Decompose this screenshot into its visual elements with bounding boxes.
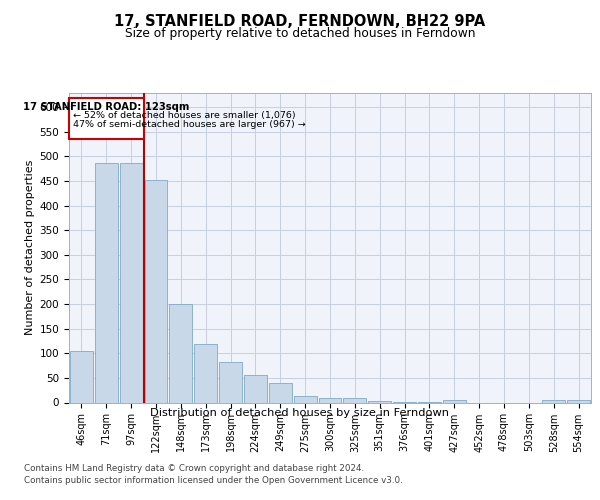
Text: 17 STANFIELD ROAD: 123sqm: 17 STANFIELD ROAD: 123sqm	[23, 102, 190, 113]
Bar	[319, 398, 341, 402]
Bar	[343, 398, 366, 402]
Y-axis label: Number of detached properties: Number of detached properties	[25, 160, 35, 335]
Text: Contains public sector information licensed under the Open Government Licence v3: Contains public sector information licen…	[24, 476, 403, 485]
Bar	[567, 400, 590, 402]
Bar	[169, 304, 192, 402]
Text: Distribution of detached houses by size in Ferndown: Distribution of detached houses by size …	[151, 408, 449, 418]
Bar	[70, 351, 93, 403]
Text: Size of property relative to detached houses in Ferndown: Size of property relative to detached ho…	[125, 27, 475, 40]
Text: Contains HM Land Registry data © Crown copyright and database right 2024.: Contains HM Land Registry data © Crown c…	[24, 464, 364, 473]
Bar	[244, 376, 267, 402]
Bar	[443, 400, 466, 402]
Text: 17, STANFIELD ROAD, FERNDOWN, BH22 9PA: 17, STANFIELD ROAD, FERNDOWN, BH22 9PA	[115, 14, 485, 29]
Bar	[542, 400, 565, 402]
Bar	[69, 98, 143, 139]
Bar	[95, 163, 118, 402]
Bar	[219, 362, 242, 403]
Text: 47% of semi-detached houses are larger (967) →: 47% of semi-detached houses are larger (…	[73, 120, 305, 128]
Bar	[294, 396, 317, 402]
Bar	[368, 401, 391, 402]
Text: ← 52% of detached houses are smaller (1,076): ← 52% of detached houses are smaller (1,…	[73, 111, 295, 120]
Bar	[145, 180, 167, 402]
Bar	[269, 384, 292, 402]
Bar	[194, 344, 217, 403]
Bar	[120, 163, 143, 402]
